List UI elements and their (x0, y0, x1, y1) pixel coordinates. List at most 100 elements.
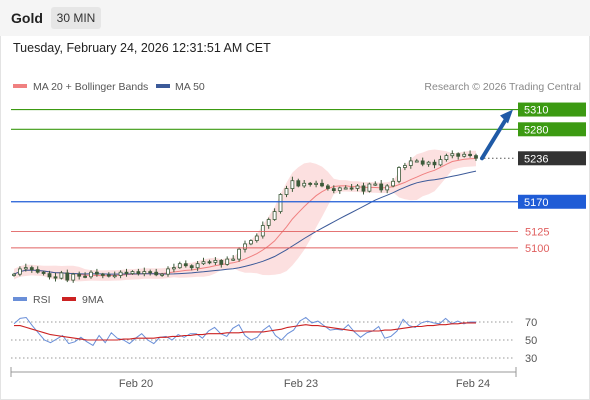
candle-body (391, 180, 396, 187)
candle-body (385, 185, 390, 191)
candle-body (47, 273, 52, 278)
current-price-level-label: 5236 (524, 153, 548, 165)
candle (201, 257, 206, 265)
candle-body (17, 268, 22, 275)
x-tick-label: Feb 24 (456, 378, 490, 390)
candle (367, 182, 372, 193)
candle (213, 257, 218, 265)
candle (320, 179, 324, 188)
candle (266, 217, 271, 229)
candle-body (248, 240, 253, 245)
candle (408, 157, 413, 169)
candle (166, 266, 170, 277)
forecast-arrow-head (500, 109, 513, 124)
candle-body (35, 269, 40, 273)
candle-body (207, 261, 212, 264)
candle (349, 184, 354, 191)
candle (171, 263, 176, 273)
candle-body (89, 271, 93, 278)
rsi-legend-swatch (13, 297, 27, 301)
rsi-tick-label: 50 (525, 335, 537, 347)
candle (331, 185, 336, 194)
candle-body (195, 263, 200, 269)
candle-body (213, 259, 218, 263)
candle-body (65, 272, 70, 281)
candle-body (337, 187, 342, 191)
candle (17, 266, 22, 277)
ma50-legend-swatch (156, 84, 170, 88)
candle-body (225, 258, 230, 265)
candle (284, 185, 289, 198)
candle (343, 185, 348, 190)
candle-body (142, 271, 147, 275)
ma20-legend-swatch (13, 84, 27, 88)
candle-body (130, 271, 135, 275)
candle (29, 265, 34, 273)
candle (65, 269, 70, 283)
candle (361, 182, 366, 195)
rsi-line (13, 316, 476, 347)
candle-body (314, 182, 319, 185)
candle-body (402, 165, 407, 168)
candle (278, 193, 283, 214)
candle (130, 270, 135, 275)
candle-body (243, 243, 247, 250)
x-tick-label: Feb 23 (284, 378, 318, 390)
candle (106, 272, 111, 278)
candle-body (219, 259, 224, 265)
timeframe-button[interactable]: 30 MIN (51, 7, 101, 29)
candle (438, 155, 443, 167)
ma50-legend-label: MA 50 (175, 81, 205, 93)
candle (391, 178, 396, 188)
candle (47, 270, 52, 280)
candle-body (343, 187, 348, 190)
candle (420, 157, 425, 167)
candle (474, 153, 478, 161)
candle-body (83, 275, 87, 278)
resistance-1-level-label: 5310 (524, 105, 548, 117)
rsi-ma-line (14, 322, 476, 341)
rsi-ma-legend-swatch (62, 297, 76, 301)
candle-body (426, 161, 431, 165)
candle (373, 181, 378, 186)
candle (148, 269, 153, 276)
candle (337, 186, 342, 194)
candle (225, 256, 230, 266)
candle (23, 263, 28, 272)
rsi-legend: RSI 9MA (13, 294, 104, 306)
candle (59, 270, 64, 280)
resistance-2-level-label: 5280 (524, 124, 548, 136)
candle-body (450, 153, 455, 157)
candle (77, 271, 82, 280)
instrument-title: Gold (11, 10, 43, 26)
candle (112, 271, 117, 279)
candle (195, 261, 200, 271)
candle (402, 162, 407, 171)
candle-body (41, 271, 46, 274)
candle-body (160, 273, 165, 276)
pivot-level-label: 5170 (524, 197, 548, 209)
candle (177, 261, 182, 269)
candle (95, 268, 99, 277)
candle (379, 180, 384, 193)
candle (462, 151, 467, 158)
candle-body (408, 160, 413, 166)
candle (414, 158, 419, 163)
header-bar: Gold 30 MIN (0, 0, 590, 36)
candle-body (349, 187, 354, 190)
candle-body (183, 263, 188, 267)
candle (231, 255, 236, 261)
candle (272, 208, 277, 221)
rsi-tick-label: 30 (525, 353, 537, 365)
candle-body (320, 182, 324, 187)
candle-body (118, 271, 123, 276)
candle-body (373, 183, 378, 186)
candle (432, 159, 437, 169)
candle-body (166, 268, 170, 275)
candle (124, 268, 129, 277)
candle-body (59, 272, 64, 279)
candle (254, 233, 259, 243)
candle (290, 176, 295, 192)
resistance-1-level-label-bg (518, 102, 586, 117)
candle-body (462, 153, 467, 157)
